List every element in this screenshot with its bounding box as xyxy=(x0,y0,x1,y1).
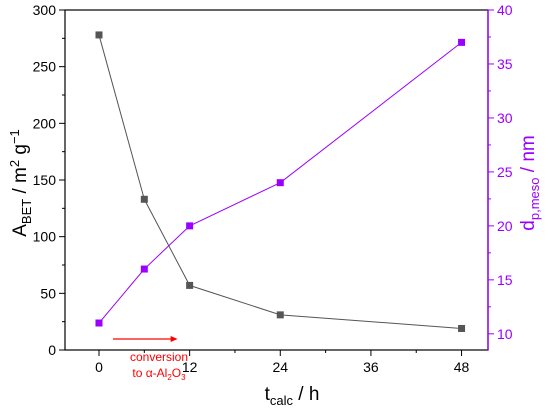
x-tick-label: 12 xyxy=(182,359,198,375)
x-tick-label: 36 xyxy=(363,359,379,375)
plot-frame xyxy=(64,9,489,351)
right-axis-title: dp,meso / nm xyxy=(518,135,542,230)
left-tick-label: 250 xyxy=(33,59,57,75)
left-tick-label: 300 xyxy=(33,2,57,18)
x-axis-title: tcalc / h xyxy=(265,384,320,408)
data-point-left xyxy=(186,281,194,289)
right-tick-label: 25 xyxy=(497,164,513,180)
x-axis-ticks: 0 12 24 36 48 xyxy=(95,350,470,375)
data-point-left xyxy=(95,31,103,39)
right-tick-label: 35 xyxy=(497,56,513,72)
data-point-right xyxy=(276,179,284,187)
x-tick-label: 24 xyxy=(272,359,288,375)
data-point-right xyxy=(186,222,194,230)
left-axis-ticks: 0 50 100 150 200 250 300 xyxy=(33,2,65,358)
left-tick-label: 0 xyxy=(48,342,56,358)
data-point-left xyxy=(276,311,284,319)
data-point-left xyxy=(140,195,148,203)
annotation-arrow-head xyxy=(170,336,178,342)
left-tick-label: 50 xyxy=(40,285,56,301)
right-tick-label: 30 xyxy=(497,110,513,126)
series-group xyxy=(95,31,466,332)
right-tick-label: 15 xyxy=(497,272,513,288)
left-tick-label: 150 xyxy=(33,172,57,188)
right-tick-label: 20 xyxy=(497,218,513,234)
left-tick-label: 200 xyxy=(33,115,57,131)
x-tick-label: 48 xyxy=(454,359,470,375)
data-point-right xyxy=(458,38,466,46)
data-point-left xyxy=(458,324,466,332)
data-point-right xyxy=(140,265,148,273)
right-axis-ticks: 10 15 20 25 30 35 40 xyxy=(488,2,513,342)
data-point-right xyxy=(95,319,103,327)
right-tick-label: 10 xyxy=(497,326,513,342)
annotation-text-line2: to α-Al2O3 xyxy=(132,366,186,382)
annotation-text-line1: conversion xyxy=(130,350,188,364)
x-tick-label: 0 xyxy=(95,359,103,375)
plot-area xyxy=(64,9,489,351)
left-tick-label: 100 xyxy=(33,229,57,245)
left-axis-title: ABET / m2 g−1 xyxy=(7,129,34,237)
right-tick-label: 40 xyxy=(497,2,513,18)
